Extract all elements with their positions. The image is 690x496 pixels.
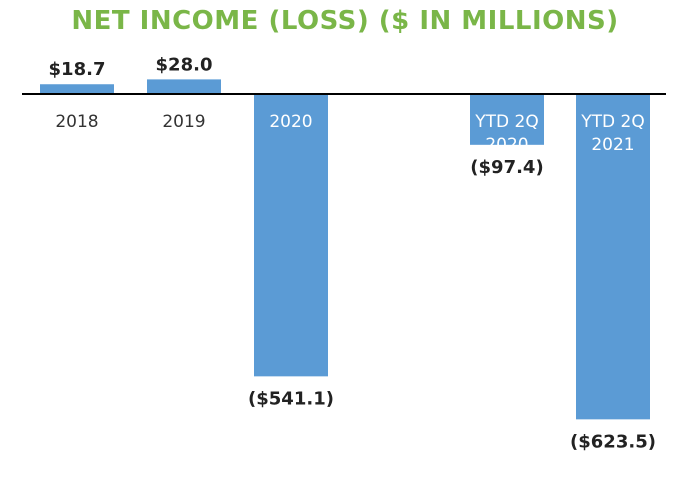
value-label-1: $28.0: [156, 54, 213, 75]
bar-0: [40, 84, 114, 94]
category-label-3: YTD 2Q 2020: [474, 112, 538, 155]
category-label-4: YTD 2Q 2021: [580, 112, 644, 155]
value-label-2: ($541.1): [248, 388, 334, 409]
category-label-2: 2020: [269, 112, 312, 132]
value-label-4: ($623.5): [570, 431, 656, 452]
bar-1: [147, 79, 221, 94]
bar-2: [254, 94, 328, 377]
value-label-3: ($97.4): [470, 157, 543, 178]
chart-title: NET INCOME (LOSS) ($ IN MILLIONS): [71, 6, 619, 36]
category-label-1: 2019: [162, 112, 205, 132]
bar-3: [470, 94, 544, 145]
bar-4: [576, 94, 650, 420]
value-label-0: $18.7: [49, 59, 106, 80]
category-label-0: 2018: [55, 112, 98, 132]
